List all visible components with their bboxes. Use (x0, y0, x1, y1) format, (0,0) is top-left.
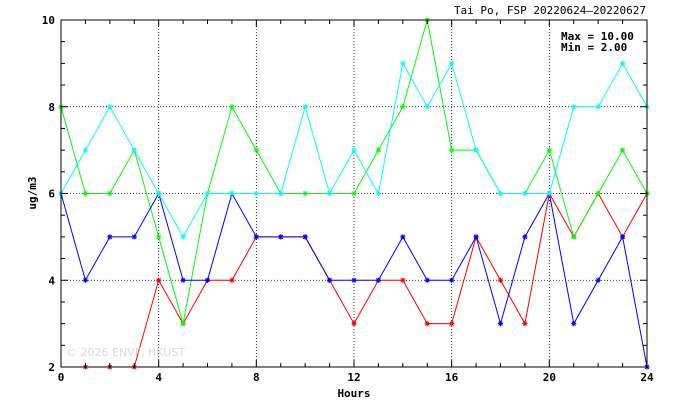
series-line (85, 192, 648, 368)
data-point (107, 104, 113, 110)
data-point (253, 234, 259, 240)
data-point (497, 277, 504, 283)
data-point (424, 321, 430, 327)
data-point (424, 104, 430, 110)
data-point (253, 190, 259, 197)
y-tick-label: 6 (48, 188, 55, 201)
x-tick-label: 0 (58, 371, 65, 384)
x-tick-label: 12 (347, 371, 360, 384)
data-point (156, 234, 162, 240)
series-4 (58, 60, 650, 240)
grid-lines (61, 20, 647, 367)
data-point (522, 190, 528, 197)
data-point (351, 190, 357, 197)
y-tick-label: 2 (48, 361, 55, 374)
x-tick-label: 24 (640, 371, 654, 384)
data-point (473, 234, 479, 240)
data-point (595, 277, 601, 283)
data-point (595, 190, 601, 197)
data-point (107, 190, 113, 197)
data-point (253, 147, 259, 153)
y-tick-label: 4 (48, 274, 55, 287)
x-tick-label: 4 (155, 371, 162, 384)
data-point (180, 234, 186, 240)
data-point (131, 234, 137, 240)
data-point (400, 234, 406, 240)
data-point (522, 321, 528, 327)
data-point (522, 234, 528, 240)
data-point (131, 147, 137, 153)
data-point (400, 60, 406, 66)
data-point (82, 190, 89, 197)
x-tick-label: 20 (543, 371, 556, 384)
data-point (180, 277, 186, 283)
y-axis-label: ug/m3 (26, 176, 39, 209)
data-point (351, 277, 357, 283)
data-point (497, 321, 504, 327)
data-point (229, 190, 235, 197)
y-tick-label: 8 (48, 101, 55, 114)
data-point (326, 190, 333, 197)
data-point (595, 104, 601, 110)
x-tick-label: 16 (445, 371, 459, 384)
x-tick-label: 8 (253, 371, 260, 384)
chart-title: Tai Po, FSP 20220624—20220627 (454, 4, 646, 17)
stats-min: Min = 2.00 (561, 41, 627, 54)
data-point (571, 234, 577, 240)
data-point (375, 147, 382, 153)
data-point (400, 104, 406, 110)
data-point (302, 234, 308, 240)
data-point (571, 104, 577, 110)
data-point (619, 60, 626, 66)
data-point (204, 277, 211, 283)
data-point (571, 321, 577, 327)
data-point (82, 147, 89, 153)
data-point (400, 277, 406, 283)
data-point (156, 277, 162, 283)
series-layer (58, 17, 650, 370)
data-point (180, 321, 186, 327)
stats-max: Max = 10.00 (561, 30, 634, 43)
x-axis-label: Hours (337, 387, 370, 400)
watermark: © 2026 ENVF, HKUST (66, 346, 185, 359)
y-tick-label: 10 (42, 14, 55, 27)
data-point (302, 190, 308, 197)
data-point (546, 190, 552, 197)
data-point (473, 147, 479, 153)
data-point (82, 277, 89, 283)
data-point (302, 104, 308, 110)
data-point (278, 234, 284, 240)
data-point (449, 147, 455, 153)
data-point (351, 321, 357, 327)
data-point (546, 147, 552, 153)
data-point (619, 147, 626, 153)
data-point (156, 190, 162, 197)
series-3 (58, 190, 650, 370)
data-point (619, 234, 626, 240)
data-point (229, 104, 235, 110)
data-point (449, 277, 455, 283)
data-point (278, 190, 284, 197)
data-point (204, 190, 211, 197)
data-point (449, 60, 455, 66)
data-point (107, 234, 113, 240)
data-point (229, 277, 235, 283)
data-point (375, 190, 382, 197)
data-point (424, 277, 430, 283)
data-point (449, 321, 455, 327)
data-point (497, 190, 504, 197)
data-point (351, 147, 357, 153)
data-point (375, 277, 382, 283)
data-point (326, 277, 333, 283)
